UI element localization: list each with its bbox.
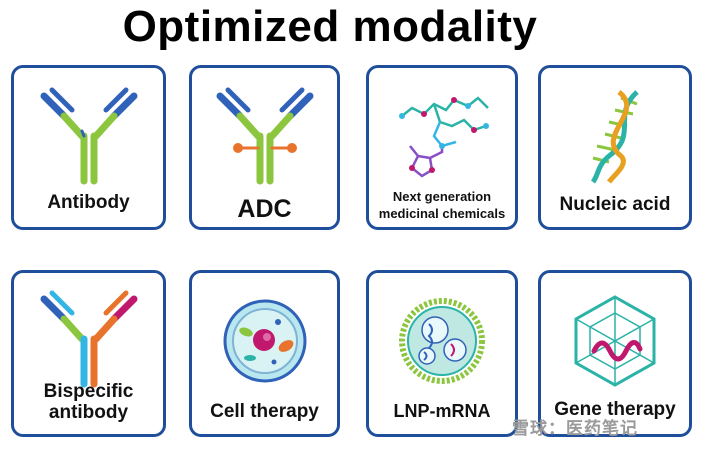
lnp-icon	[369, 287, 515, 395]
bispecific-antibody-icon	[14, 285, 163, 393]
card-label-line: medicinal chemicals	[378, 206, 506, 221]
card-label-line: antibody	[48, 402, 129, 423]
page-title: Optimized modality	[122, 2, 538, 51]
card-label: Nucleic acid	[559, 194, 671, 215]
adc-icon	[192, 82, 337, 190]
card-label: Antibody	[47, 192, 130, 213]
card-adc: ADC	[189, 65, 340, 230]
card-cell-therapy: Cell therapy	[189, 270, 340, 437]
card-label: Next generation medicinal chemicals	[369, 188, 515, 222]
card-next-gen-chemicals: Next generation medicinal chemicals	[366, 65, 518, 230]
card-label: Bispecific antibody	[14, 381, 163, 423]
card-bispecific-antibody: Bispecific antibody	[11, 270, 166, 437]
card-label-line: Bispecific	[43, 381, 134, 402]
card-lnp-mrna: LNP-mRNA	[366, 270, 518, 437]
cell-icon	[192, 287, 337, 395]
card-nucleic-acid: Nucleic acid	[538, 65, 692, 230]
card-gene-therapy: Gene therapy	[538, 270, 692, 437]
card-label: LNP-mRNA	[393, 401, 491, 421]
card-label: ADC	[237, 195, 292, 223]
watermark: 雪球：医药笔记	[512, 419, 638, 438]
card-label: Gene therapy	[554, 399, 676, 420]
viral-vector-icon	[541, 287, 689, 395]
card-antibody: Antibody	[11, 65, 166, 230]
antibody-icon	[14, 82, 163, 190]
molecule-icon	[369, 82, 515, 190]
card-label-line: Next generation	[392, 189, 492, 204]
dna-icon	[541, 82, 689, 190]
card-label: Cell therapy	[210, 401, 319, 422]
